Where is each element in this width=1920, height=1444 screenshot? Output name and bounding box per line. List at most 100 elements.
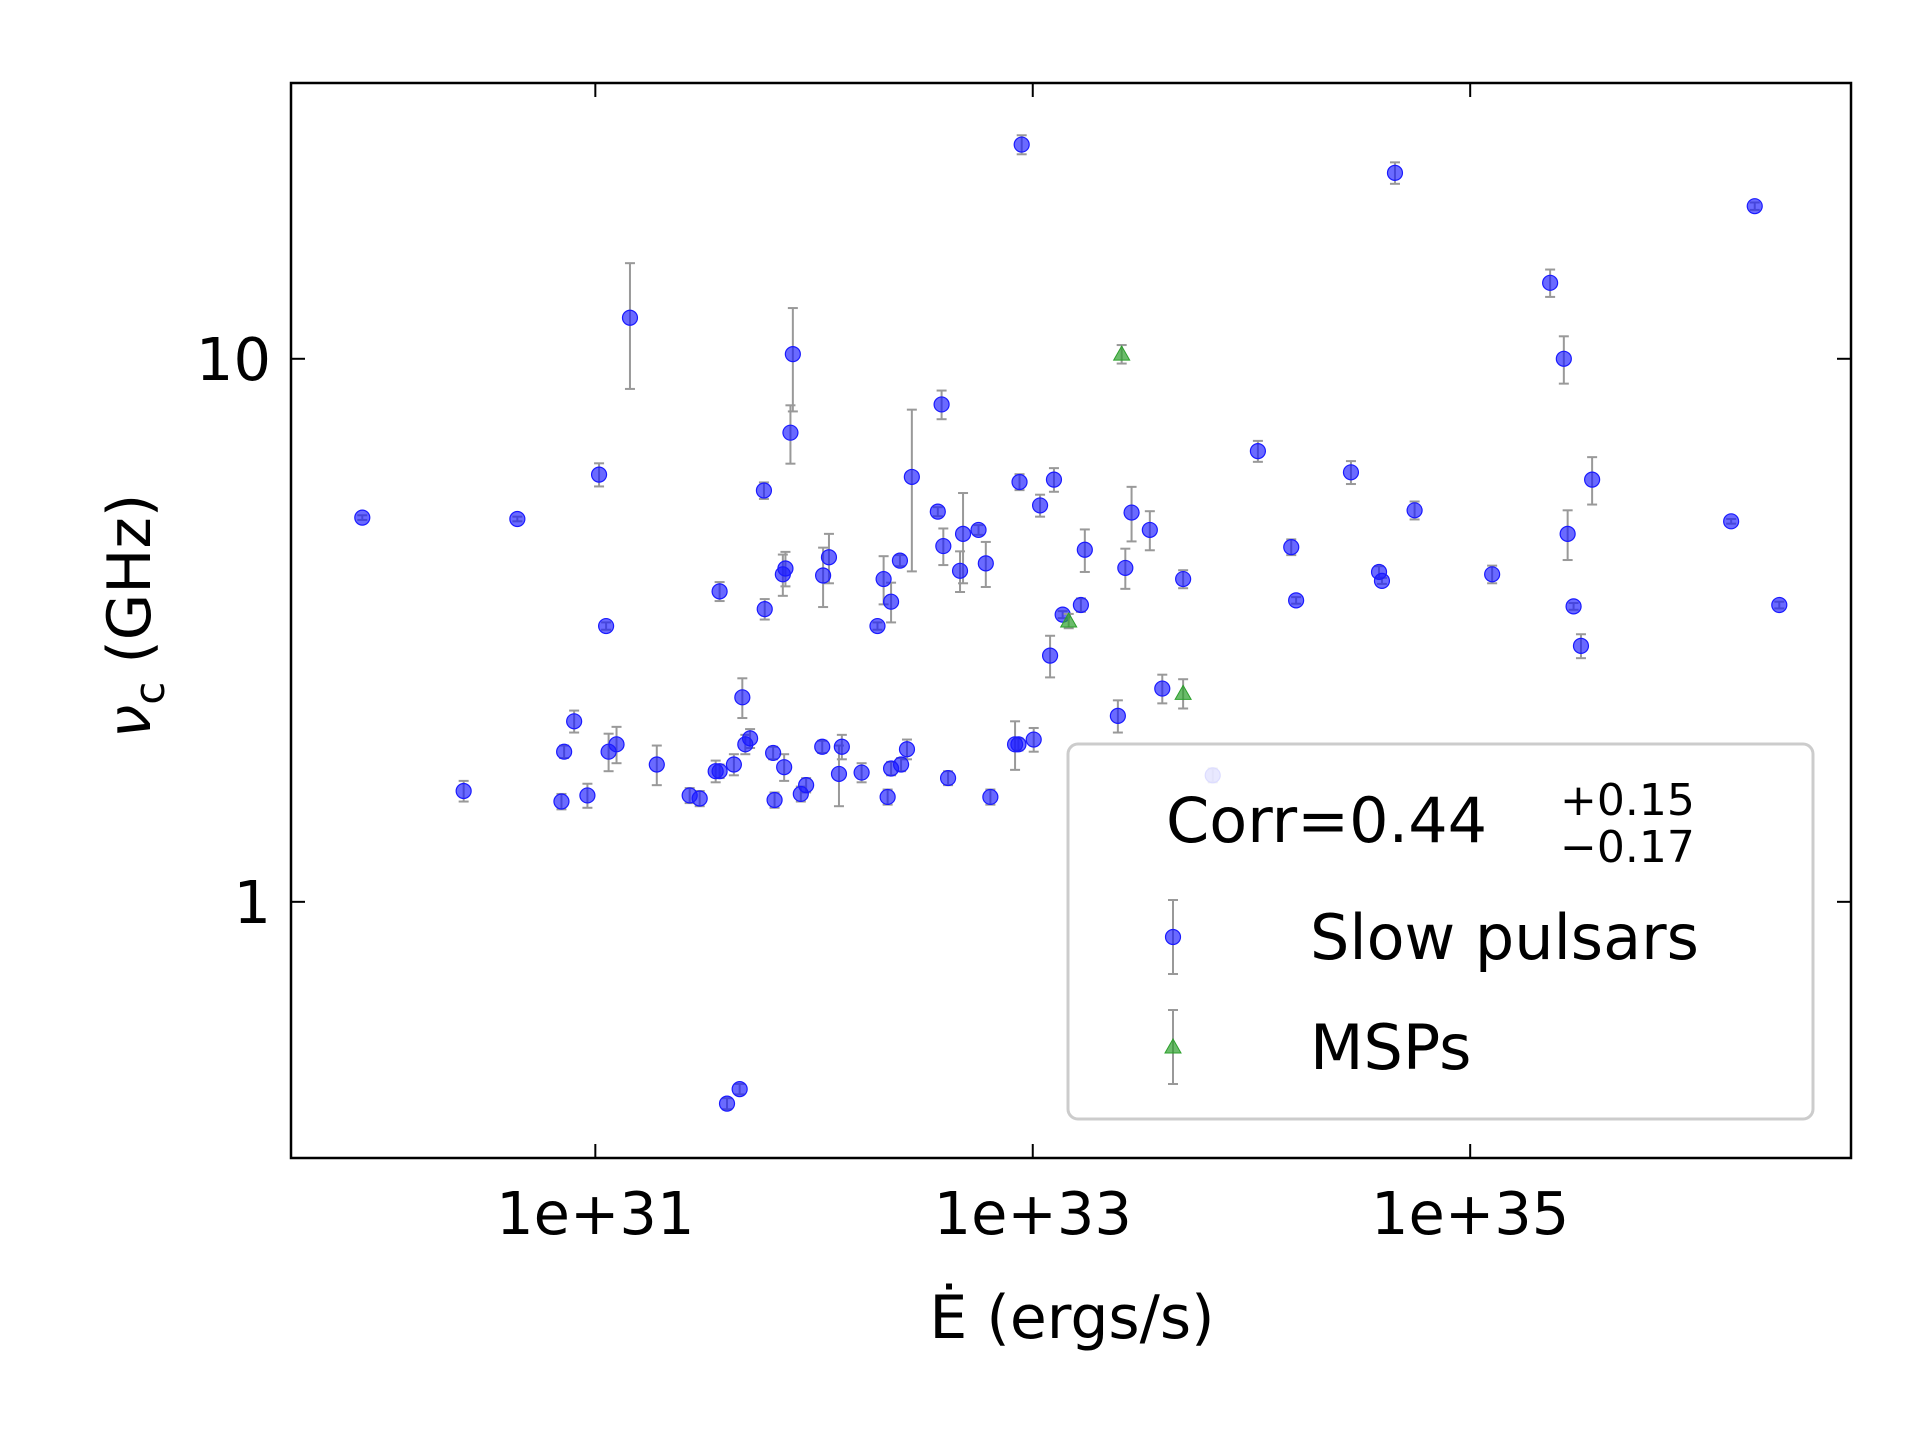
point (798, 777, 815, 794)
legend-label: MSPs (1310, 1011, 1471, 1084)
point (1288, 592, 1305, 609)
point (1249, 443, 1267, 460)
point (869, 617, 886, 635)
point (354, 509, 371, 526)
point (1559, 525, 1576, 542)
point (734, 689, 751, 706)
point (891, 552, 909, 569)
point (731, 1081, 748, 1098)
point (814, 738, 831, 755)
point (755, 482, 773, 499)
point (1031, 497, 1049, 514)
legend-marker (1164, 928, 1182, 946)
point (1025, 731, 1042, 748)
legend-box (1066, 742, 1815, 1121)
y-label-subscript: c (125, 682, 174, 705)
point (833, 738, 850, 755)
point (879, 788, 896, 806)
point (1041, 647, 1059, 664)
x-tick-label: 1e+33 (934, 1179, 1132, 1248)
point (820, 549, 838, 566)
point (882, 593, 900, 610)
legend-marker (1164, 1037, 1182, 1054)
point (1584, 471, 1601, 488)
point (756, 600, 773, 618)
point (1565, 598, 1582, 615)
point (1117, 559, 1134, 577)
x-tick-label: 1e+31 (496, 1179, 694, 1248)
annotation-lower: −0.17 (1560, 822, 1695, 873)
point (784, 346, 801, 363)
legend-label: Slow pulsars (1310, 901, 1699, 974)
point (939, 769, 957, 787)
point (935, 537, 952, 555)
point (929, 503, 946, 520)
point (579, 787, 596, 804)
point (977, 555, 994, 572)
point (621, 309, 639, 326)
point (1406, 502, 1423, 519)
x-axis-label: Ė (ergs/s) (929, 1282, 1214, 1353)
point (875, 570, 892, 588)
point (1342, 464, 1360, 481)
point (1283, 539, 1300, 556)
point (566, 713, 583, 730)
point (1174, 684, 1192, 700)
point (718, 1095, 736, 1112)
point (741, 730, 759, 747)
point (1010, 736, 1027, 753)
point (553, 793, 570, 810)
point (691, 790, 708, 807)
point (766, 791, 783, 809)
point (898, 741, 916, 758)
point (1542, 274, 1559, 291)
point (711, 583, 728, 600)
point (954, 525, 972, 542)
point (853, 764, 870, 781)
point (648, 756, 665, 773)
point (1072, 596, 1090, 614)
point (455, 782, 472, 800)
y-tick-label: 10 (196, 325, 271, 394)
point (1011, 473, 1028, 491)
point (1013, 136, 1030, 153)
point (903, 468, 920, 486)
point (608, 736, 625, 753)
point (815, 567, 832, 584)
point (982, 788, 999, 806)
point (1484, 566, 1501, 583)
point (892, 756, 910, 773)
point (1572, 637, 1590, 654)
point (1175, 570, 1192, 588)
annotation-main: Corr=0.44 (1166, 784, 1487, 857)
point (1373, 572, 1391, 589)
point (590, 466, 608, 483)
point (1109, 707, 1126, 724)
error-bar (624, 262, 635, 390)
point (711, 763, 728, 780)
annotation: Corr=0.44 (1166, 784, 1487, 857)
point (725, 756, 742, 773)
point (509, 510, 526, 528)
point (1386, 164, 1404, 181)
y-label-unit: (GHz) (95, 494, 165, 664)
y-axis-label: νc (GHz) (95, 494, 174, 739)
point (1045, 471, 1063, 488)
point (597, 617, 615, 635)
plot-frame (289, 81, 1853, 1160)
x-tick-label: 1e+35 (1371, 1179, 1569, 1248)
point (1123, 504, 1140, 521)
point (776, 759, 793, 776)
point (777, 560, 794, 577)
point (765, 744, 782, 762)
point (933, 396, 950, 413)
annotation-upper: +0.15 (1560, 775, 1695, 826)
point (970, 521, 987, 539)
point (1555, 350, 1572, 367)
point (1771, 596, 1788, 614)
point (556, 743, 573, 760)
point (1059, 611, 1078, 628)
error-bar (906, 408, 917, 573)
